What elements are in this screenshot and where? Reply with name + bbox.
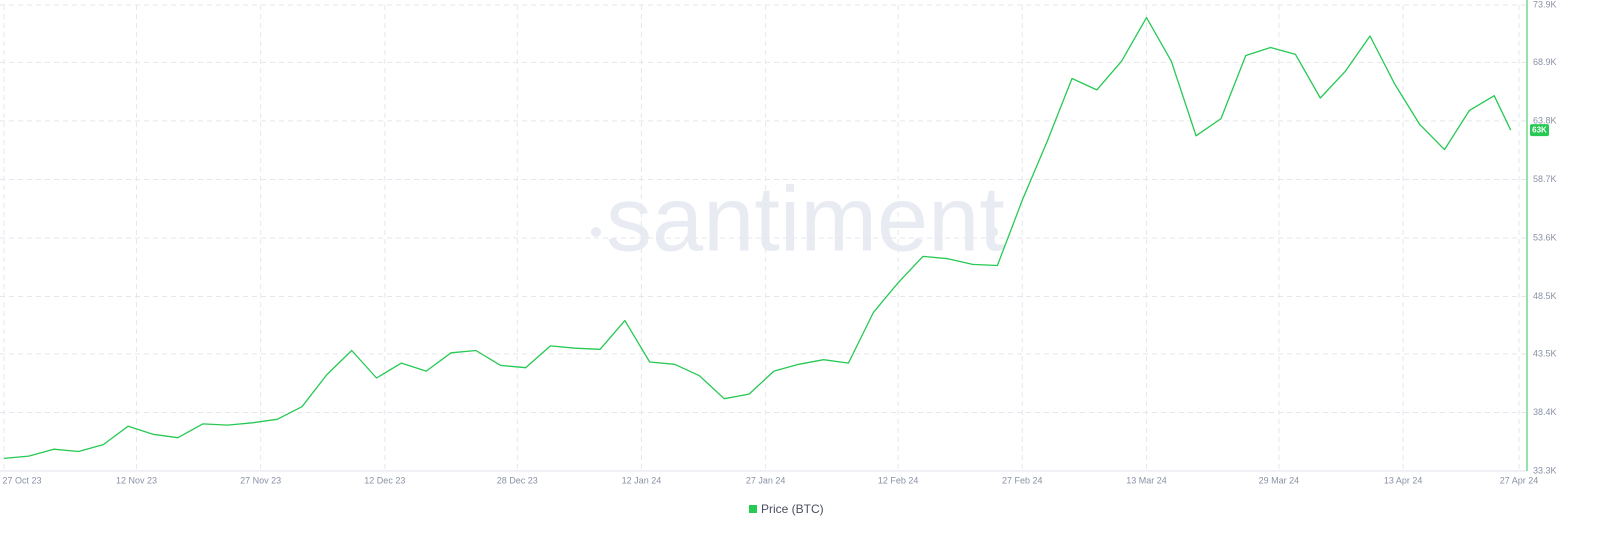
x-tick-label: 12 Jan 24 (622, 475, 662, 485)
x-tick-label: 27 Feb 24 (1002, 475, 1043, 485)
y-tick-label: 38.4K (1533, 407, 1557, 417)
watermark-dot (988, 227, 998, 237)
last-value-label: 63K (1532, 126, 1547, 135)
last-value-badge (1530, 124, 1549, 137)
watermark-dot (591, 227, 601, 237)
y-tick-label: 73.9K (1533, 0, 1557, 9)
x-tick-label: 28 Dec 23 (497, 475, 538, 485)
y-tick-label: 33.3K (1533, 465, 1557, 475)
watermark-group: santiment (591, 168, 1005, 270)
legend-swatch (749, 505, 757, 513)
legend-label: Price (BTC) (761, 502, 824, 516)
x-tick-label: 12 Nov 23 (116, 475, 157, 485)
x-tick-label: 27 Apr 24 (1500, 475, 1539, 485)
x-tick-label: 27 Oct 23 (2, 475, 41, 485)
y-tick-label: 58.7K (1533, 174, 1557, 184)
y-tick-label: 48.5K (1533, 291, 1557, 301)
y-tick-label: 63.8K (1533, 115, 1557, 125)
x-tick-label: 12 Feb 24 (878, 475, 919, 485)
y-tick-label: 68.9K (1533, 57, 1557, 67)
y-tick-label: 43.5K (1533, 348, 1557, 358)
x-tick-label: 29 Mar 24 (1259, 475, 1300, 485)
x-tick-label: 13 Mar 24 (1126, 475, 1167, 485)
price-line (3, 16, 1512, 460)
x-tick-label: 12 Dec 23 (364, 475, 405, 485)
x-tick-label: 27 Jan 24 (746, 475, 786, 485)
y-tick-label: 53.6K (1533, 232, 1557, 242)
x-tick-label: 13 Apr 24 (1384, 475, 1423, 485)
watermark: santiment (606, 168, 1005, 270)
x-tick-label: 27 Nov 23 (240, 475, 281, 485)
